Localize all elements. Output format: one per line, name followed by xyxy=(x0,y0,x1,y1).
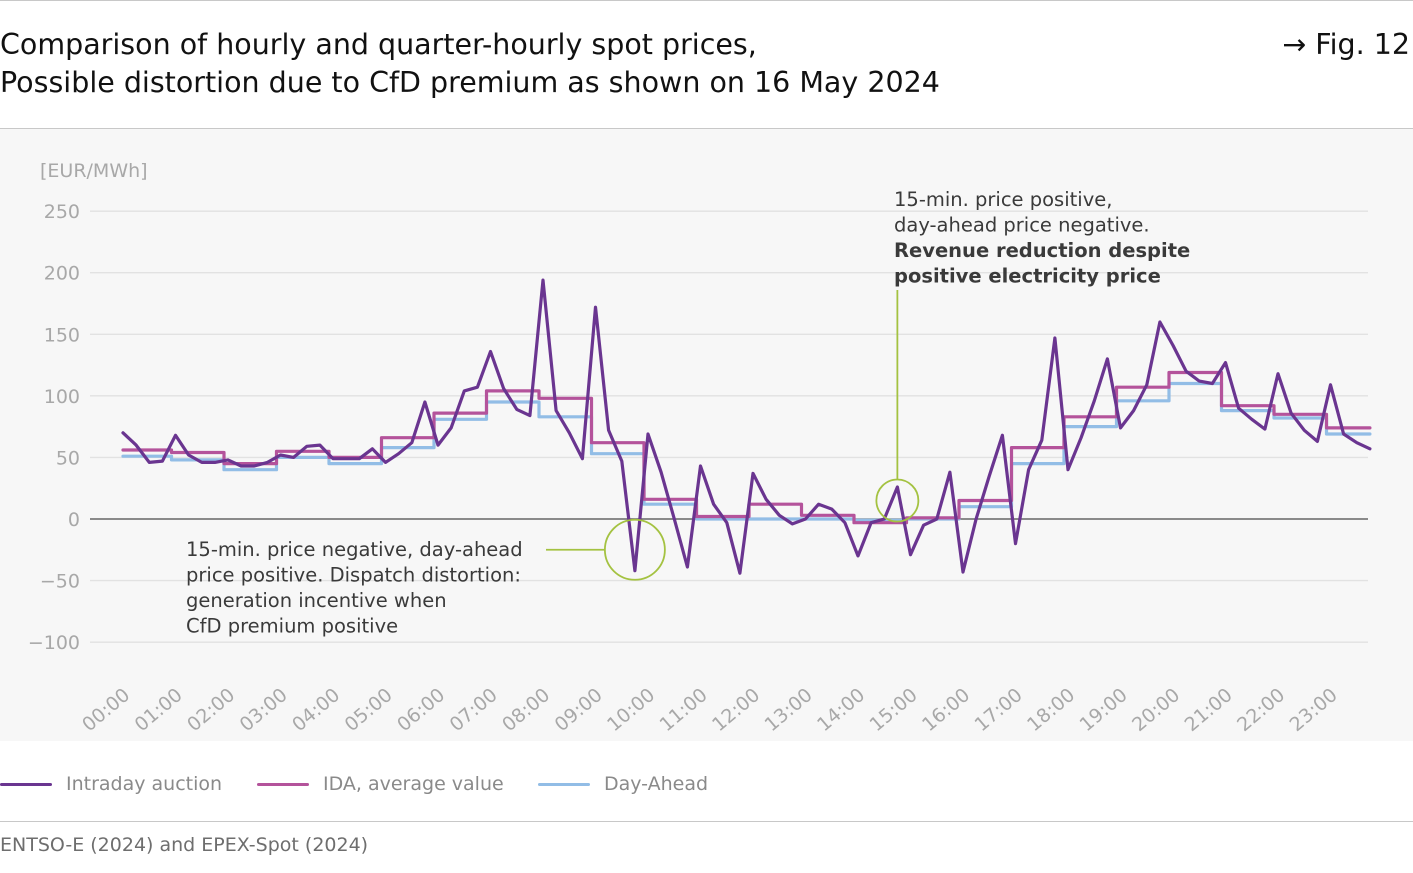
annotation-positive-bold-text: positive electricity price xyxy=(894,265,1161,288)
title-line-2: Possible distortion due to CfD premium a… xyxy=(0,66,940,99)
x-tick-label: 12:00 xyxy=(708,684,764,736)
legend-swatch-ida-average xyxy=(257,782,309,786)
y-tick-label: 100 xyxy=(44,386,80,408)
legend-item-ida-average: IDA, average value xyxy=(257,770,504,798)
x-tick-label: 22:00 xyxy=(1233,684,1289,736)
x-tick-label: 07:00 xyxy=(446,684,502,736)
x-tick-label: 19:00 xyxy=(1076,684,1132,736)
x-tick-label: 21:00 xyxy=(1181,684,1237,736)
x-tick-label: 10:00 xyxy=(603,684,659,736)
x-tick-label: 09:00 xyxy=(551,684,607,736)
annotation-negative-text: CfD premium positive xyxy=(186,615,398,638)
legend-swatch-intraday xyxy=(0,782,52,786)
title-line-1: Comparison of hourly and quarter-hourly … xyxy=(0,28,757,61)
y-tick-label: 150 xyxy=(44,324,80,346)
x-tick-label: 02:00 xyxy=(183,684,239,736)
x-tick-label: 04:00 xyxy=(288,684,344,736)
annotation-negative-text: price positive. Dispatch distortion: xyxy=(186,564,521,587)
annotation-negative-text: 15-min. price negative, day-ahead xyxy=(186,538,523,561)
x-tick-label: 03:00 xyxy=(236,684,292,736)
series-line-intraday xyxy=(121,278,1372,575)
x-tick-label: 13:00 xyxy=(761,684,817,736)
x-tick-label: 16:00 xyxy=(918,684,974,736)
legend-swatch-day-ahead xyxy=(538,782,590,786)
x-tick-label: 05:00 xyxy=(341,684,397,736)
title-rule xyxy=(0,128,1413,129)
legend-label-ida-average: IDA, average value xyxy=(323,773,504,795)
x-tick-label: 00:00 xyxy=(78,684,134,736)
chart-title: Comparison of hourly and quarter-hourly … xyxy=(0,26,940,102)
x-tick-label: 14:00 xyxy=(813,684,869,736)
x-tick-label: 01:00 xyxy=(131,684,187,736)
annotation-negative-text: generation incentive when xyxy=(186,589,447,612)
x-tick-label: 08:00 xyxy=(498,684,554,736)
x-tick-label: 20:00 xyxy=(1128,684,1184,736)
top-rule xyxy=(0,0,1413,1)
legend: Intraday auction IDA, average value Day-… xyxy=(0,770,1413,798)
annotation-positive-text: 15-min. price positive, xyxy=(894,188,1112,211)
y-axis-label: [EUR/MWh] xyxy=(40,160,148,182)
y-tick-label: 200 xyxy=(44,263,80,285)
y-tick-label: −50 xyxy=(40,571,80,593)
x-tick-label: 06:00 xyxy=(393,684,449,736)
x-tick-label: 17:00 xyxy=(971,684,1027,736)
line-chart: [EUR/MWh] 250 200 150 100 50 0 −50 −100 00:0001:0… xyxy=(28,160,1372,736)
x-tick-label: 23:00 xyxy=(1286,684,1342,736)
figure-number: → Fig. 12 xyxy=(1282,28,1410,61)
y-tick-label: 50 xyxy=(56,447,80,469)
y-tick-label: 0 xyxy=(68,509,80,531)
legend-item-day-ahead: Day-Ahead xyxy=(538,770,708,798)
x-tick-label: 15:00 xyxy=(866,684,922,736)
y-tick-label: 250 xyxy=(44,201,80,223)
legend-label-intraday: Intraday auction xyxy=(66,773,223,795)
source-note: ENTSO-E (2024) and EPEX-Spot (2024) xyxy=(0,834,369,856)
source-rule xyxy=(0,821,1413,822)
chart-panel: [EUR/MWh] 250 200 150 100 50 0 −50 −100 00:00 01:0… xyxy=(0,129,1413,741)
legend-label-day-ahead: Day-Ahead xyxy=(604,773,709,795)
annotation-positive-bold-text: Revenue reduction despite xyxy=(894,239,1190,262)
x-tick-label: 18:00 xyxy=(1023,684,1079,736)
x-tick-label: 11:00 xyxy=(656,684,712,736)
y-tick-label: −100 xyxy=(28,632,80,654)
legend-item-intraday: Intraday auction xyxy=(0,770,222,798)
annotation-positive-text: day-ahead price negative. xyxy=(894,214,1150,237)
